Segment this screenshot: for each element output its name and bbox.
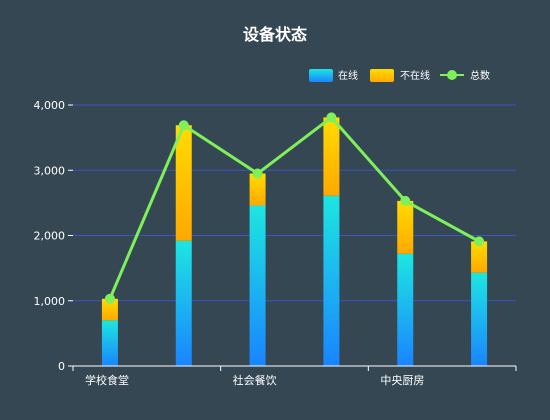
total-point[interactable]	[178, 120, 189, 131]
legend-item-offline[interactable]: 不在线	[370, 69, 430, 82]
legend-swatch-online	[309, 69, 333, 82]
total-line	[108, 115, 480, 300]
bar-offline[interactable]	[175, 125, 192, 241]
y-tick-label: 3,000	[34, 164, 66, 177]
bar-online[interactable]	[397, 253, 414, 366]
legend-label-offline: 不在线	[400, 69, 430, 82]
total-point[interactable]	[474, 236, 485, 247]
legend-item-total[interactable]: 总数	[440, 69, 490, 82]
y-tick-label: 2,000	[34, 230, 66, 243]
bar-offline[interactable]	[101, 298, 118, 321]
total-series	[104, 112, 485, 304]
legend-swatch-offline	[370, 69, 394, 82]
x-tick-label: 学校食堂	[85, 373, 129, 387]
bar-online[interactable]	[101, 320, 118, 366]
y-axis-tick-labels: 0 1,000 2,000 3,000 4,000	[34, 99, 66, 373]
bar-offline[interactable]	[397, 200, 414, 254]
y-tick-label: 1,000	[34, 295, 66, 308]
legend-label-online: 在线	[338, 69, 358, 82]
bar-online[interactable]	[175, 240, 192, 366]
y-tick-label: 4,000	[34, 99, 66, 112]
y-tick-label: 0	[58, 360, 65, 373]
legend-item-online[interactable]: 在线	[309, 69, 358, 82]
x-tick-label: 社会餐饮	[233, 373, 277, 387]
bar-online[interactable]	[471, 272, 488, 366]
x-tick-label: 中央厨房	[380, 374, 424, 387]
legend-label-total: 总数	[470, 69, 490, 82]
bar-online[interactable]	[323, 195, 340, 366]
legend-dot-total	[447, 70, 457, 80]
x-axis: 学校食堂 社会餐饮 中央厨房	[72, 365, 517, 387]
bar-offline[interactable]	[249, 173, 266, 206]
total-point[interactable]	[400, 195, 411, 206]
bar-offline[interactable]	[323, 117, 340, 196]
bars	[101, 117, 488, 366]
bar-offline[interactable]	[471, 241, 488, 273]
bar-online[interactable]	[249, 205, 266, 366]
total-point[interactable]	[326, 112, 337, 123]
legend: 在线 不在线 总数	[309, 69, 490, 82]
chart-title: 设备状态	[243, 25, 307, 44]
total-point[interactable]	[104, 293, 115, 304]
total-point[interactable]	[252, 168, 263, 179]
grid-lines	[68, 104, 516, 367]
